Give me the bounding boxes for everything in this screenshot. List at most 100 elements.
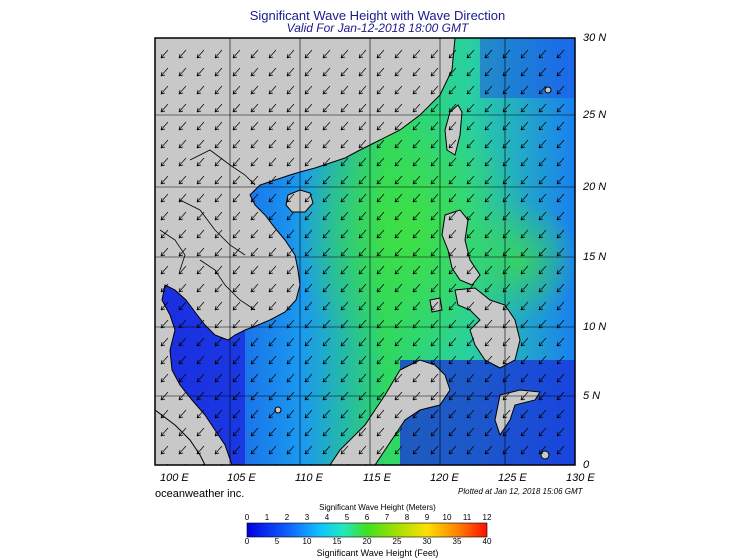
wave-arrow — [484, 409, 493, 419]
wave-arrow — [412, 427, 421, 437]
wave-arrow — [394, 49, 403, 59]
wave-arrow — [268, 445, 277, 455]
wave-arrow — [160, 409, 169, 419]
wave-arrow — [232, 445, 241, 455]
wave-arrow — [214, 157, 223, 167]
wave-arrow — [214, 391, 223, 401]
wave-arrow — [520, 283, 529, 293]
wave-arrow — [394, 85, 403, 95]
wave-arrow — [160, 247, 169, 257]
wave-arrow — [448, 85, 457, 95]
wave-arrow — [358, 337, 367, 347]
wave-arrow — [214, 427, 223, 437]
wave-arrow — [214, 49, 223, 59]
wave-arrow — [538, 229, 547, 239]
wave-arrow — [466, 337, 475, 347]
wave-arrow — [214, 247, 223, 257]
wave-arrow — [556, 157, 565, 167]
wave-arrow — [250, 337, 259, 347]
wave-arrow — [376, 391, 385, 401]
wave-arrow — [196, 193, 205, 203]
colorbar-tick-feet: 5 — [274, 537, 280, 546]
wave-arrow — [466, 229, 475, 239]
colorbar-tick-meters: 8 — [404, 513, 410, 522]
wave-arrow — [466, 157, 475, 167]
wave-arrow — [268, 85, 277, 95]
wave-arrow — [304, 103, 313, 113]
wave-arrow — [214, 301, 223, 311]
wave-arrow — [484, 337, 493, 347]
wave-arrow — [376, 409, 385, 419]
wave-arrow — [232, 373, 241, 383]
wave-arrow — [322, 49, 331, 59]
wave-arrow — [196, 301, 205, 311]
wave-arrow — [340, 49, 349, 59]
wave-arrow — [304, 283, 313, 293]
wave-arrow — [556, 85, 565, 95]
wave-arrow — [322, 247, 331, 257]
wave-arrow — [412, 49, 421, 59]
wave-arrow — [358, 67, 367, 77]
wave-arrow — [268, 229, 277, 239]
wave-arrow — [394, 337, 403, 347]
wave-arrow — [466, 301, 475, 311]
wave-arrow — [304, 211, 313, 221]
wave-arrow — [466, 391, 475, 401]
wave-arrow — [538, 193, 547, 203]
wave-arrow — [538, 391, 547, 401]
wave-arrow — [178, 283, 187, 293]
wave-arrow — [484, 157, 493, 167]
colorbar-tick-meters: 6 — [364, 513, 370, 522]
wave-arrow — [178, 49, 187, 59]
wave-arrow — [394, 103, 403, 113]
wave-arrow — [412, 319, 421, 329]
wave-arrow — [232, 121, 241, 131]
wave-arrow — [538, 355, 547, 365]
wave-arrow — [430, 229, 439, 239]
colorbar-tick-feet: 0 — [244, 537, 250, 546]
wave-arrow — [214, 373, 223, 383]
wave-arrow — [556, 229, 565, 239]
wave-arrow — [520, 355, 529, 365]
wave-arrow — [286, 85, 295, 95]
wave-arrow — [520, 103, 529, 113]
wave-arrow — [502, 67, 511, 77]
wave-arrow — [232, 139, 241, 149]
wave-arrow — [304, 85, 313, 95]
wave-arrow — [538, 409, 547, 419]
wave-arrow — [520, 211, 529, 221]
wave-arrow — [520, 85, 529, 95]
wave-arrow — [160, 121, 169, 131]
wave-arrow — [466, 373, 475, 383]
wave-arrow — [466, 175, 475, 185]
colorbar-tick-meters: 10 — [442, 513, 452, 522]
wave-arrow — [196, 445, 205, 455]
lon-label-115e: 115 E — [363, 472, 391, 484]
wave-arrow — [268, 373, 277, 383]
wave-arrow — [430, 247, 439, 257]
wave-arrow — [322, 67, 331, 77]
wave-arrow — [178, 139, 187, 149]
wave-arrow — [502, 409, 511, 419]
wave-arrow — [556, 301, 565, 311]
wave-arrow — [250, 409, 259, 419]
wave-arrow — [340, 265, 349, 275]
wave-arrow — [520, 175, 529, 185]
wave-arrow — [502, 373, 511, 383]
wave-arrow — [376, 373, 385, 383]
wave-arrow — [538, 319, 547, 329]
colorbar-tick-feet: 20 — [362, 537, 372, 546]
wave-arrow — [430, 49, 439, 59]
wave-arrow — [430, 337, 439, 347]
wave-arrow — [448, 175, 457, 185]
wave-arrow — [520, 319, 529, 329]
wave-arrow — [358, 157, 367, 167]
wave-arrow — [286, 49, 295, 59]
wave-arrow — [448, 427, 457, 437]
wave-arrow — [502, 49, 511, 59]
wave-arrow — [430, 265, 439, 275]
wave-arrow — [196, 427, 205, 437]
wave-arrow — [394, 265, 403, 275]
wave-arrow — [412, 373, 421, 383]
